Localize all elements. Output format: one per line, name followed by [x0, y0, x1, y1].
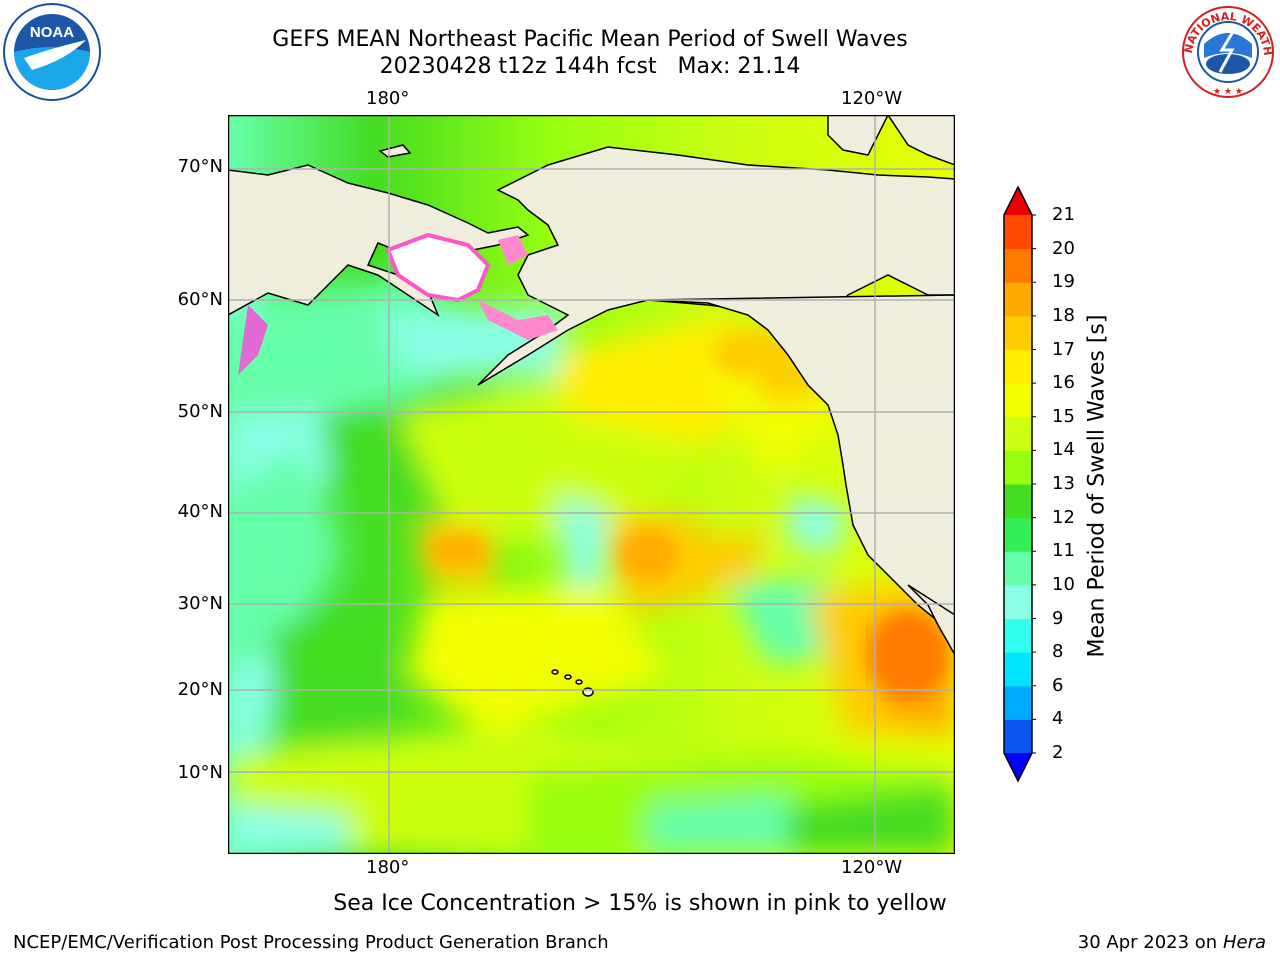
footer-credit: NCEP/EMC/Verification Post Processing Pr… — [13, 932, 609, 953]
colorbar-band — [1004, 450, 1032, 485]
bottom-label-180: 180° — [366, 857, 410, 878]
lat-label-60n: 60°N — [177, 289, 223, 310]
lat-label-70n: 70°N — [177, 156, 223, 177]
sea-ice-note: Sea Ice Concentration > 15% is shown in … — [333, 891, 947, 916]
colorbar-tick-label: 14 — [1052, 439, 1075, 461]
sea-ice — [238, 232, 558, 375]
colorbar-band — [1004, 719, 1032, 754]
lat-label-30n: 30°N — [177, 593, 223, 614]
colorbar-band — [1004, 282, 1032, 317]
colorbar-band — [1004, 517, 1032, 552]
colorbar-band — [1004, 551, 1032, 586]
chart-subtitle: 20230428 t12z 144h fcst Max: 21.14 — [379, 54, 801, 79]
top-label-180: 180° — [366, 88, 410, 109]
colorbar-band — [1004, 685, 1032, 720]
colorbar-band — [1004, 349, 1032, 384]
colorbar-tick-label: 21 — [1052, 204, 1075, 225]
colorbar — [1003, 186, 1036, 782]
colorbar-tick-label: 15 — [1052, 405, 1075, 427]
lat-label-40n: 40°N — [177, 501, 223, 522]
colorbar-label: Mean Period of Swell Waves [s] — [1084, 314, 1110, 658]
footer-date: 30 Apr 2023 on Hera — [1078, 932, 1266, 953]
colorbar-tick-label: 6 — [1052, 674, 1064, 696]
top-label-120w: 120°W — [841, 88, 903, 109]
colorbar-band — [1004, 618, 1032, 653]
colorbar-tick-label: 12 — [1052, 506, 1075, 528]
swell-period-map — [228, 115, 955, 854]
colorbar-band — [1004, 315, 1032, 350]
colorbar-band — [1004, 652, 1032, 687]
colorbar-tick-label: 10 — [1052, 573, 1075, 595]
colorbar-band — [1004, 383, 1032, 418]
colorbar-tick-label: 8 — [1052, 641, 1064, 663]
colorbar-tick-label: 11 — [1052, 540, 1075, 562]
colorbar-band — [1004, 484, 1032, 519]
colorbar-tick-label: 13 — [1052, 473, 1075, 494]
lat-label-50n: 50°N — [177, 401, 223, 422]
nws-logo-icon: NATIONAL WEATHER SERVICE ★ ★ ★ — [1176, 0, 1274, 98]
colorbar-under-triangle — [1004, 753, 1032, 781]
colorbar-tick-label: 16 — [1052, 372, 1075, 394]
lat-label-10n: 10°N — [177, 762, 223, 783]
colorbar-tick-label: 18 — [1052, 304, 1075, 326]
graticule — [228, 115, 955, 854]
colorbar-band — [1004, 215, 1032, 250]
colorbar-tick-label: 19 — [1052, 271, 1075, 293]
colorbar-band — [1004, 584, 1032, 619]
colorbar-tick-label: 17 — [1052, 338, 1075, 360]
colorbar-band — [1004, 248, 1032, 283]
svg-text:★ ★ ★: ★ ★ ★ — [1213, 87, 1243, 97]
lat-label-20n: 20°N — [177, 679, 223, 700]
bottom-label-120w: 120°W — [841, 857, 903, 878]
land — [228, 115, 955, 636]
map-frame — [228, 115, 955, 854]
colorbar-tick-label: 2 — [1052, 742, 1064, 763]
colorbar-tick-label: 20 — [1052, 237, 1075, 259]
footer-machine: Hera — [1222, 932, 1266, 953]
footer-date-text: 30 Apr 2023 on — [1077, 932, 1218, 953]
colorbar-tick-label: 9 — [1052, 607, 1064, 629]
colorbar-tick-label: 4 — [1052, 708, 1064, 730]
svg-text:NOAA: NOAA — [30, 24, 74, 41]
colorbar-band — [1004, 416, 1032, 451]
colorbar-over-triangle — [1004, 187, 1032, 215]
chart-title: GEFS MEAN Northeast Pacific Mean Period … — [272, 27, 908, 52]
noaa-logo-icon: NOAA — [3, 3, 101, 101]
